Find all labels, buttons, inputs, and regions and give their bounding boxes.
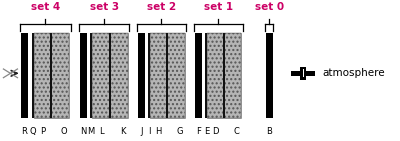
Text: C: C [233, 127, 239, 136]
Bar [108, 33, 110, 118]
Bar [223, 33, 225, 118]
Bar [300, 67, 306, 80]
Text: F: F [196, 127, 200, 136]
Bar [138, 33, 145, 118]
Text: L: L [99, 127, 103, 136]
Text: atmosphere: atmosphere [323, 68, 385, 78]
Text: K: K [120, 127, 125, 136]
Bar [92, 33, 128, 118]
Bar [303, 69, 304, 77]
Bar [32, 33, 34, 118]
Text: set 1: set 1 [204, 2, 233, 12]
Text: N: N [80, 127, 87, 136]
Text: O: O [61, 127, 67, 136]
Bar [266, 33, 273, 118]
Text: R: R [21, 127, 27, 136]
Text: set 4: set 4 [30, 2, 60, 12]
Bar [150, 33, 185, 118]
Bar [20, 33, 28, 118]
Bar [195, 33, 202, 118]
Text: E: E [204, 127, 209, 136]
Text: P: P [40, 127, 45, 136]
Bar [34, 33, 69, 118]
Bar [148, 33, 150, 118]
Text: set 3: set 3 [90, 2, 119, 12]
Text: D: D [212, 127, 218, 136]
Text: set 2: set 2 [147, 2, 176, 12]
Text: M: M [88, 127, 95, 136]
Bar [205, 33, 207, 118]
Bar [90, 33, 92, 118]
Text: set 0: set 0 [255, 2, 284, 12]
Text: H: H [156, 127, 162, 136]
Text: J: J [140, 127, 142, 136]
Text: Q: Q [29, 127, 36, 136]
Bar [150, 33, 185, 118]
Bar [50, 33, 52, 118]
Bar [34, 33, 69, 118]
Bar [80, 33, 87, 118]
Text: G: G [176, 127, 183, 136]
Text: B: B [266, 127, 272, 136]
Text: I: I [148, 127, 151, 136]
Bar [207, 33, 242, 118]
Bar [207, 33, 242, 118]
Bar [292, 71, 315, 76]
Bar [92, 33, 128, 118]
Bar [166, 33, 168, 118]
